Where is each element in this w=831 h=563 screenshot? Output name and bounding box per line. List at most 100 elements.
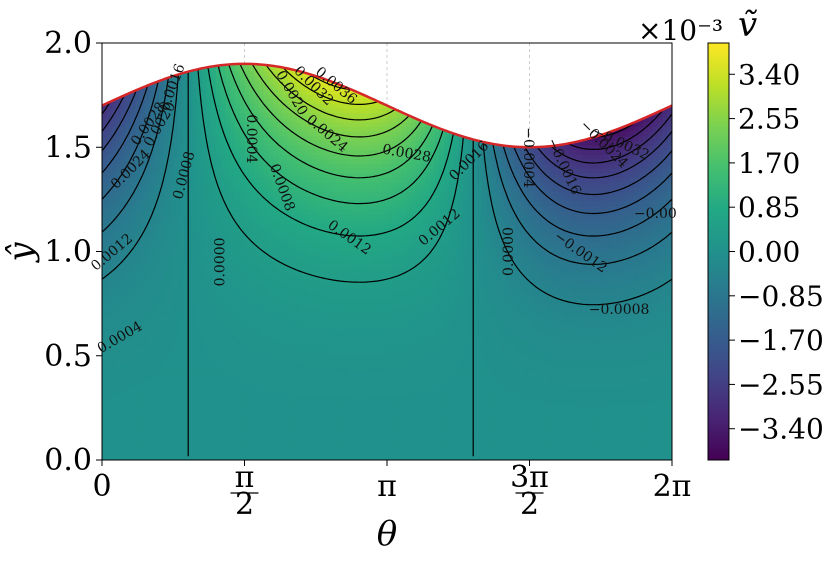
heat-cell [220, 66, 227, 72]
heat-cell [334, 260, 341, 266]
heat-cell [144, 395, 151, 401]
heat-cell [187, 371, 193, 378]
heat-cell [296, 311, 303, 317]
heat-cell [349, 344, 355, 350]
heat-cell [306, 177, 312, 183]
heat-cell [216, 344, 222, 350]
heat-cell [216, 205, 222, 211]
heat-cell [353, 446, 360, 452]
heat-cell [211, 307, 217, 313]
heat-cell [296, 297, 303, 304]
heat-cell [111, 441, 117, 447]
heat-cell [254, 232, 260, 239]
heat-cell [287, 228, 293, 234]
heat-cell [277, 283, 284, 290]
heat-cell [163, 140, 170, 146]
heat-cell [149, 446, 155, 452]
heat-cell [235, 395, 241, 401]
heat-cell [216, 242, 222, 248]
heat-cell [334, 399, 341, 405]
heat-cell [168, 144, 174, 151]
heat-cell [353, 205, 360, 211]
heat-cell [315, 288, 322, 294]
heat-cell [315, 399, 322, 405]
heat-cell [273, 390, 279, 396]
heat-cell [268, 307, 274, 313]
heat-cell [344, 436, 350, 443]
heat-cell [330, 232, 336, 239]
heat-cell [273, 399, 279, 405]
heat-cell [334, 283, 341, 290]
heat-cell [130, 293, 136, 299]
heat-cell [254, 84, 260, 90]
heat-cell [192, 334, 198, 341]
heat-cell [334, 135, 341, 141]
heat-cell [344, 302, 350, 308]
heat-cell [353, 325, 360, 331]
heat-cell [339, 186, 345, 192]
heat-cell [149, 149, 155, 155]
heat-cell [344, 385, 350, 392]
heat-cell [187, 131, 193, 137]
heat-cell [121, 344, 127, 350]
heat-cell [239, 177, 246, 183]
heat-cell [235, 265, 241, 271]
heat-cell [173, 353, 179, 359]
heat-cell [159, 432, 165, 438]
heat-cell [358, 131, 364, 137]
heat-cell [349, 339, 355, 345]
heat-cell [268, 70, 274, 77]
heat-cell [306, 321, 312, 327]
heat-cell [320, 191, 326, 197]
heat-cell [216, 302, 222, 308]
heat-cell [178, 140, 184, 146]
heat-cell [330, 200, 336, 206]
heat-cell [268, 191, 274, 197]
heat-cell [287, 390, 293, 396]
heat-cell [301, 321, 307, 327]
heat-cell [244, 385, 250, 392]
heat-cell [102, 288, 108, 294]
heat-cell [225, 321, 231, 327]
heat-cell [287, 103, 293, 109]
heat-cell [216, 385, 222, 392]
heat-cell [263, 353, 269, 359]
heat-cell [125, 144, 132, 151]
heat-cell [301, 450, 307, 456]
heat-cell [249, 413, 255, 419]
heat-cell [149, 246, 155, 253]
heat-cell [220, 265, 227, 271]
heat-cell [154, 348, 160, 355]
heat-cell [287, 330, 293, 336]
heat-cell [130, 432, 136, 438]
heat-cell [282, 246, 288, 253]
heat-cell [330, 177, 336, 183]
heat-cell [116, 367, 122, 373]
heat-cell [258, 404, 265, 410]
heat-cell [344, 307, 350, 313]
heat-cell [239, 158, 246, 165]
heat-cell [287, 195, 293, 202]
heat-cell [182, 214, 189, 220]
heat-cell [130, 144, 136, 151]
heat-cell [144, 409, 151, 415]
heat-cell [268, 297, 274, 304]
heat-cell [344, 205, 350, 211]
heat-cell [277, 89, 284, 95]
heat-cell [339, 450, 345, 456]
heat-cell [358, 413, 364, 419]
heat-cell [258, 441, 265, 447]
heat-cell [106, 436, 113, 443]
heat-cell [330, 228, 336, 234]
heat-cell [159, 348, 165, 355]
heat-cell [268, 117, 274, 123]
heat-cell [268, 288, 274, 294]
heat-cell [106, 399, 113, 405]
heat-cell [216, 288, 222, 294]
heat-cell [135, 177, 141, 183]
heat-cell [358, 404, 364, 410]
heat-cell [282, 158, 288, 165]
heat-cell [102, 135, 108, 141]
heat-cell [273, 450, 279, 456]
heat-cell [163, 293, 170, 299]
